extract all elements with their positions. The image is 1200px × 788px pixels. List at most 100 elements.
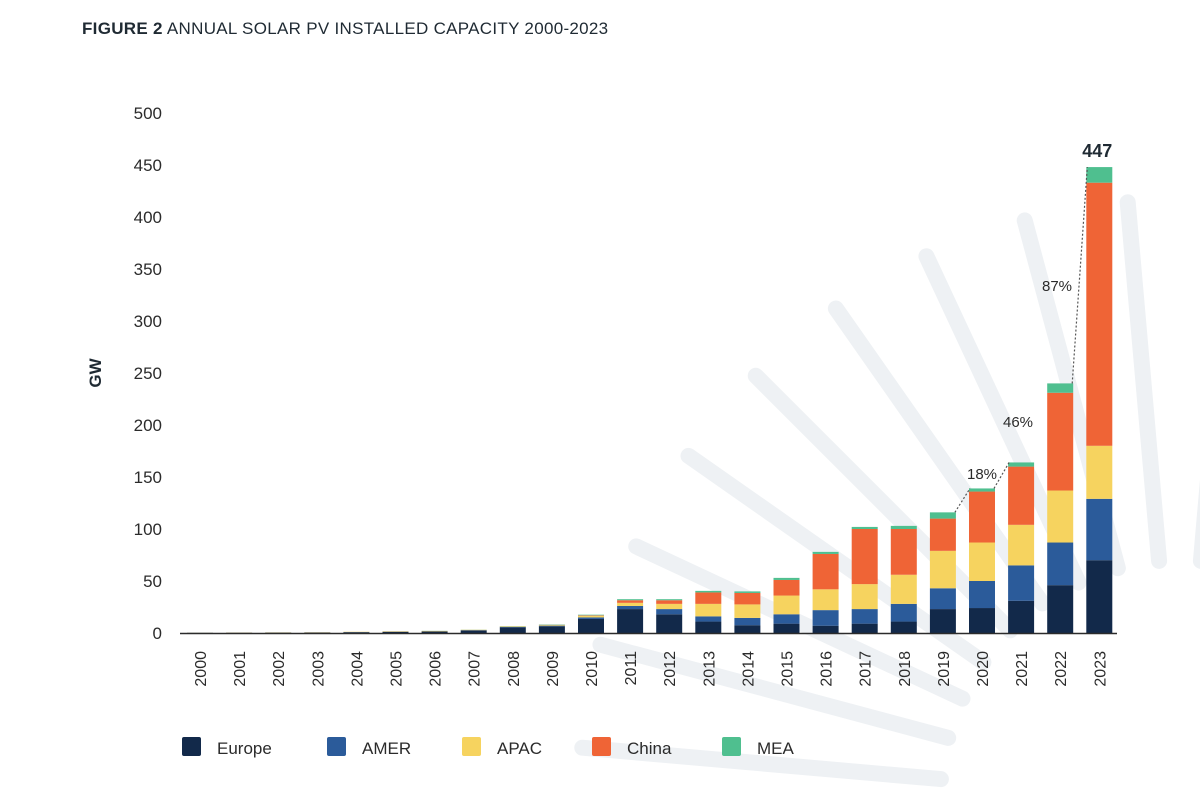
bar-segment-mea-2023	[1086, 167, 1113, 183]
decorative-ray	[592, 636, 957, 746]
bar-segment-mea-2015	[773, 577, 800, 580]
legend-swatch-china	[592, 737, 611, 756]
bar-segment-europe-2019	[929, 609, 956, 633]
bar-segment-apac-2015	[773, 595, 800, 615]
y-tick-label: 200	[134, 416, 162, 435]
growth-annotations: 18% 46% 87% 447	[954, 141, 1112, 513]
decorative-sunburst	[574, 194, 1200, 788]
bar-segment-china-2022	[1047, 392, 1074, 491]
chart-title: FIGURE 2 ANNUAL SOLAR PV INSTALLED CAPAC…	[82, 19, 608, 39]
x-tick-label: 2001	[232, 651, 249, 687]
bar-segment-europe-2015	[773, 623, 800, 633]
bar-segment-china-2015	[773, 579, 800, 596]
y-tick-label: 0	[153, 624, 162, 643]
legend-swatch-amer	[327, 737, 346, 756]
legend-label-amer: AMER	[362, 739, 411, 758]
bars	[187, 167, 1113, 633]
decorative-ray	[747, 367, 1019, 639]
legend-label-apac: APAC	[497, 739, 542, 758]
x-tick-label: 2006	[428, 651, 445, 687]
legend-label-mea: MEA	[757, 739, 795, 758]
bar-segment-europe-2005	[382, 631, 409, 633]
decorative-ray	[827, 300, 1051, 612]
bar-segment-europe-2010	[578, 618, 604, 633]
bar-segment-apac-2017	[851, 584, 878, 610]
growth-leader-line	[993, 462, 1010, 489]
x-axis-ticks: 2000 2001 2002 2003 2004 2005 2006 2007 2008 2009…	[193, 651, 1109, 687]
x-tick-label: 2009	[545, 651, 562, 687]
bar-segment-europe-2006	[421, 631, 448, 633]
bar-segment-apac-2011	[617, 602, 644, 606]
bar-segment-amer-2013	[695, 616, 722, 622]
y-tick-label: 300	[134, 312, 162, 331]
bar-segment-mea-2019	[929, 512, 956, 519]
x-tick-label: 2012	[662, 651, 679, 687]
x-tick-label: 2010	[584, 651, 601, 687]
bar-segment-amer-2021	[1008, 565, 1035, 601]
bar-segment-apac-2014	[734, 604, 761, 618]
bar-segment-mea-2017	[851, 526, 878, 529]
x-tick-label: 2002	[271, 651, 288, 687]
decorative-ray	[574, 739, 949, 788]
x-tick-label: 2013	[701, 651, 718, 687]
bar-segment-china-2017	[851, 529, 878, 585]
bar-segment-europe-2018	[890, 621, 917, 633]
x-tick-label: 2003	[310, 651, 327, 687]
bar-segment-europe-2021	[1008, 600, 1035, 633]
bar-segment-europe-2014	[734, 625, 761, 633]
bar-segment-amer-2018	[890, 603, 917, 622]
bar-segment-china-2023	[1086, 182, 1113, 446]
bar-segment-europe-2022	[1047, 585, 1074, 633]
y-tick-label: 100	[134, 520, 162, 539]
bar-segment-apac-2016	[812, 589, 839, 611]
bar-segment-europe-2023	[1086, 560, 1113, 633]
bar-segment-mea-2012	[656, 599, 683, 601]
bar-segment-apac-2019	[929, 550, 956, 589]
y-tick-label: 500	[134, 104, 162, 123]
x-tick-label: 2005	[389, 651, 406, 687]
legend-swatch-mea	[722, 737, 741, 756]
bar-segment-china-2020	[969, 491, 995, 543]
y-axis-ticks: 0 50 100 150 200 250 300 350 400 450 500	[134, 104, 162, 643]
bar-segment-china-2013	[695, 592, 722, 604]
bar-segment-amer-2015	[773, 614, 800, 624]
bar-segment-mea-2018	[890, 525, 917, 529]
bar-segment-china-2021	[1008, 466, 1035, 525]
bar-segment-china-2011	[617, 600, 644, 603]
y-tick-label: 250	[134, 364, 162, 383]
y-tick-label: 400	[134, 208, 162, 227]
figure-title: ANNUAL SOLAR PV INSTALLED CAPACITY 2000-…	[166, 19, 609, 38]
bar-segment-apac-2009	[538, 624, 565, 626]
x-tick-label: 2023	[1092, 651, 1109, 687]
legend-label-europe: Europe	[217, 739, 272, 758]
x-tick-label: 2019	[936, 651, 953, 687]
y-tick-label: 450	[134, 156, 162, 175]
x-tick-label: 2021	[1014, 651, 1031, 687]
growth-leader-line	[954, 488, 971, 513]
bar-segment-amer-2017	[851, 609, 878, 624]
y-tick-label: 350	[134, 260, 162, 279]
bar-segment-apac-2018	[890, 574, 917, 604]
bar-segment-amer-2009	[538, 625, 565, 627]
growth-label: 87%	[1042, 278, 1072, 295]
bar-segment-china-2019	[929, 518, 956, 551]
y-tick-label: 150	[134, 468, 162, 487]
x-tick-label: 2020	[975, 651, 992, 687]
bar-segment-apac-2008	[499, 626, 526, 627]
bar-segment-amer-2019	[929, 588, 956, 610]
growth-label: 46%	[1003, 414, 1033, 431]
x-tick-label: 2000	[193, 651, 210, 687]
bar-segment-apac-2012	[656, 603, 683, 610]
x-tick-label: 2004	[349, 651, 366, 687]
bar-segment-apac-2023	[1086, 445, 1113, 499]
x-tick-label: 2008	[506, 651, 523, 687]
bar-segment-amer-2020	[969, 581, 995, 609]
growth-leader-line	[1071, 167, 1088, 384]
bar-segment-china-2010	[578, 615, 604, 616]
bar-segment-mea-2014	[734, 591, 761, 593]
total-2023-label: 447	[1082, 141, 1112, 161]
bar-segment-amer-2012	[656, 609, 683, 615]
x-tick-label: 2014	[740, 651, 757, 687]
y-tick-label: 50	[143, 572, 162, 591]
x-tick-label: 2016	[819, 651, 836, 687]
